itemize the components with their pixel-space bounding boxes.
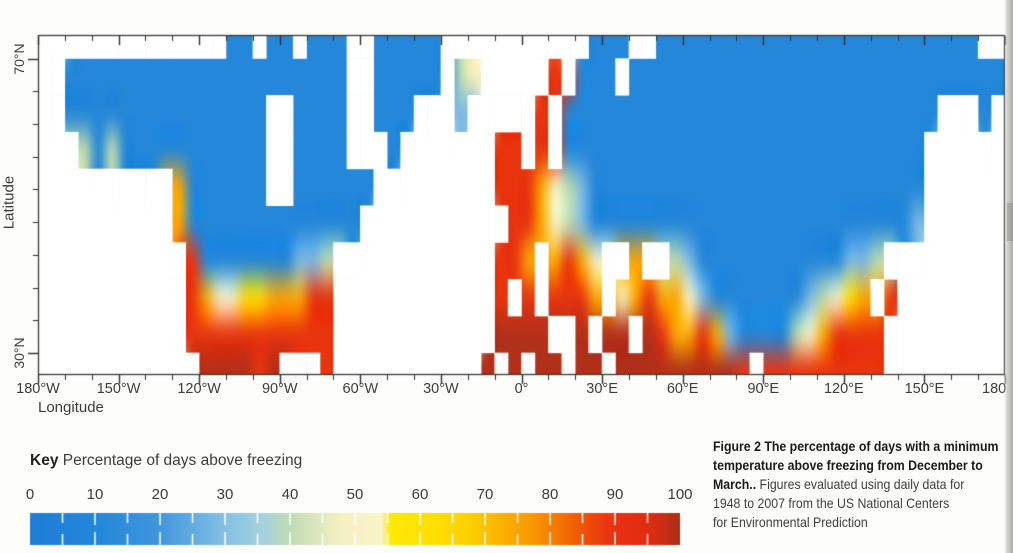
caption-line: Figure 2 The percentage of days with a m… bbox=[713, 437, 998, 456]
key-tick-label: 40 bbox=[281, 486, 299, 503]
key-tick-label: 0 bbox=[25, 486, 35, 503]
key-title: Key Percentage of days above freezing bbox=[30, 452, 302, 470]
key-label: Key bbox=[30, 452, 59, 469]
caption-regular-text: Figures evaluated using daily data for bbox=[756, 476, 965, 492]
key-tick-label: 30 bbox=[216, 486, 234, 503]
caption-bold-text: Figure 2 The percentage of days with a m… bbox=[713, 438, 999, 454]
figure-caption: Figure 2 The percentage of days with a m… bbox=[713, 437, 1006, 537]
x-tick-label: 0° bbox=[514, 381, 529, 397]
x-tick-label: 30°W bbox=[423, 381, 459, 397]
world-map-plot-area bbox=[38, 35, 1005, 375]
x-tick-label: 60°E bbox=[666, 381, 699, 397]
key-tick-label: 20 bbox=[151, 486, 169, 503]
x-tick-label: 30°E bbox=[586, 381, 618, 397]
y-axis-title: Latitude bbox=[0, 175, 18, 230]
x-axis-title: Longitude bbox=[38, 399, 104, 416]
key-tick-label: 60 bbox=[411, 486, 429, 503]
x-tick-label: 120°E bbox=[823, 381, 864, 397]
x-tick-label: 150°E bbox=[904, 381, 945, 397]
x-tick-label: 180°W bbox=[16, 381, 60, 397]
key-tick-label: 10 bbox=[86, 486, 104, 503]
page-edge-notch bbox=[1007, 203, 1013, 241]
key-description: Percentage of days above freezing bbox=[58, 452, 303, 469]
key-tick-label: 80 bbox=[541, 486, 559, 503]
x-tick-label: 60°W bbox=[342, 381, 379, 397]
key-tick-label: 70 bbox=[476, 486, 494, 503]
x-tick-label: 90°E bbox=[747, 381, 780, 397]
page-edge-shadow bbox=[1004, 0, 1013, 553]
caption-regular-text: 1948 to 2007 from the US National Center… bbox=[713, 495, 950, 511]
caption-line: March.. Figures evaluated using daily da… bbox=[713, 475, 971, 494]
y-tick-label: 30°N bbox=[11, 337, 27, 369]
caption-bold-text: temperature above freezing from December… bbox=[713, 457, 983, 473]
y-tick-label: 70°N bbox=[11, 42, 27, 75]
key-tick-label: 50 bbox=[346, 486, 364, 503]
x-tick-label: 150°W bbox=[96, 381, 141, 397]
caption-regular-text: for Environmental Prediction bbox=[713, 514, 868, 530]
key-tick-label: 90 bbox=[606, 486, 624, 503]
x-tick-label: 120°W bbox=[177, 381, 221, 397]
caption-line: for Environmental Prediction bbox=[713, 513, 971, 532]
caption-line: temperature above freezing from December… bbox=[713, 456, 983, 475]
caption-bold-text: March.. bbox=[713, 476, 757, 492]
x-tick-label: 90°W bbox=[261, 381, 298, 397]
key-tick-label: 100 bbox=[667, 486, 693, 503]
caption-line: 1948 to 2007 from the US National Center… bbox=[713, 494, 971, 513]
color-scale-bar bbox=[30, 513, 680, 545]
